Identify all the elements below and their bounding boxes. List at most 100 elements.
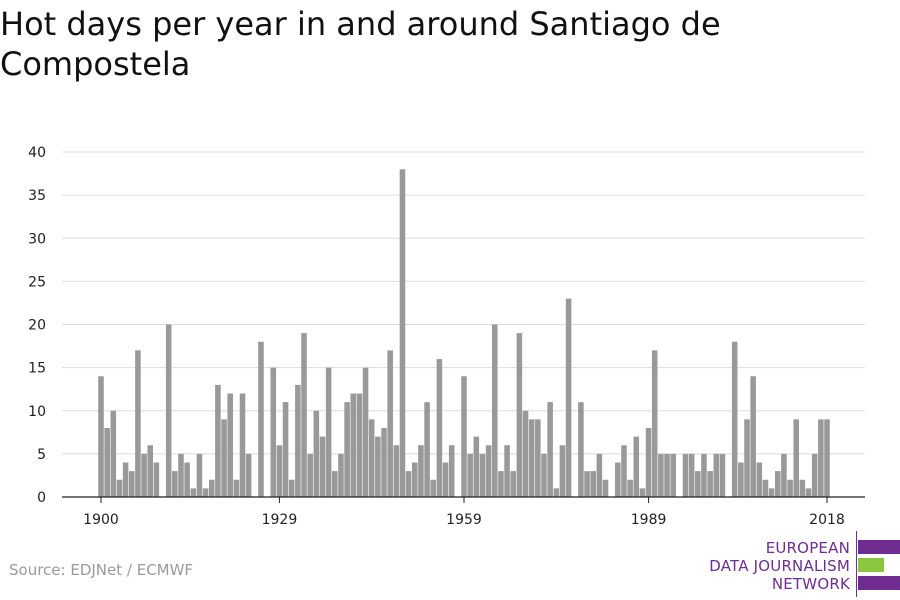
bar — [485, 445, 492, 497]
x-tick-label: 1929 — [262, 512, 298, 528]
y-tick-label: 15 — [28, 361, 46, 377]
bar — [332, 471, 338, 497]
bar — [116, 479, 123, 497]
bar — [639, 488, 646, 497]
bar — [645, 428, 652, 497]
y-tick-label: 25 — [28, 274, 46, 290]
bar — [658, 453, 664, 497]
logo-line-1: EUROPEAN — [765, 539, 850, 557]
bar — [424, 402, 430, 497]
bar — [547, 402, 553, 497]
bar — [584, 471, 590, 497]
logo-bar-green — [858, 558, 884, 572]
bar — [799, 479, 806, 497]
bar — [522, 410, 529, 497]
bar — [98, 376, 104, 497]
x-tick-label: 1959 — [446, 512, 482, 528]
bar — [165, 324, 172, 497]
bar — [307, 453, 313, 497]
bar — [701, 453, 707, 497]
edjnet-logo: EUROPEAN DATA JOURNALISM NETWORK — [700, 528, 900, 598]
bar — [276, 445, 283, 497]
bar — [430, 479, 437, 497]
bar — [541, 453, 547, 497]
bar — [319, 436, 326, 497]
bar — [325, 367, 332, 497]
bar — [381, 428, 387, 497]
bar — [282, 402, 289, 497]
bar — [824, 419, 830, 497]
bar — [479, 453, 486, 497]
bar — [565, 298, 572, 497]
bar — [141, 453, 147, 497]
bar — [719, 453, 726, 497]
bar — [596, 453, 603, 497]
bar — [664, 453, 670, 497]
bar — [510, 471, 516, 497]
bar — [713, 453, 720, 497]
bar — [362, 367, 369, 497]
x-tick-label: 1989 — [631, 512, 667, 528]
bar — [559, 445, 566, 497]
bar — [467, 453, 473, 497]
bar — [122, 462, 129, 497]
bar — [412, 462, 418, 497]
bar — [301, 333, 307, 497]
x-tick-label: 1900 — [83, 512, 119, 528]
bar — [233, 479, 240, 497]
bar — [688, 453, 695, 497]
bar — [793, 419, 800, 497]
bar — [651, 350, 658, 497]
logo-divider — [856, 531, 857, 597]
bar — [768, 488, 775, 497]
bar — [368, 419, 375, 497]
bar — [184, 462, 190, 497]
bar — [633, 436, 640, 497]
bar — [258, 341, 264, 497]
logo-bar-purple-top — [858, 540, 900, 554]
bar — [227, 393, 233, 497]
bar — [695, 471, 701, 497]
logo-bar-purple-bottom — [858, 576, 900, 590]
bar — [110, 410, 117, 497]
bar — [756, 462, 763, 497]
bar — [147, 445, 153, 497]
bar — [498, 471, 504, 497]
y-tick-label: 20 — [28, 318, 46, 334]
x-tick-label: 2018 — [809, 512, 845, 528]
bar — [190, 488, 197, 497]
bar — [245, 453, 252, 497]
bar — [818, 419, 824, 497]
bar — [682, 453, 689, 497]
bar — [602, 479, 609, 497]
bar — [196, 453, 203, 497]
bar — [135, 350, 141, 497]
bar — [627, 479, 633, 497]
bar — [473, 436, 480, 497]
gridlines — [62, 151, 865, 455]
bar — [516, 333, 523, 497]
bar — [461, 376, 467, 497]
bar — [775, 471, 781, 497]
bar — [762, 479, 769, 497]
bar — [787, 479, 793, 497]
bar — [387, 350, 393, 497]
bar — [221, 419, 227, 497]
y-tick-label: 0 — [37, 490, 46, 506]
bar — [436, 359, 443, 497]
bar — [128, 471, 135, 497]
bar — [670, 453, 676, 497]
bar — [375, 436, 381, 497]
bar — [744, 419, 750, 497]
bar — [399, 169, 406, 497]
bar — [418, 445, 424, 497]
y-tick-label: 10 — [28, 404, 46, 420]
bar — [750, 376, 756, 497]
bar — [707, 471, 713, 497]
bar — [313, 410, 320, 497]
bar — [239, 393, 246, 497]
bars — [98, 169, 830, 497]
bar — [442, 462, 449, 497]
y-tick-label: 5 — [37, 447, 46, 463]
bar — [491, 324, 498, 497]
